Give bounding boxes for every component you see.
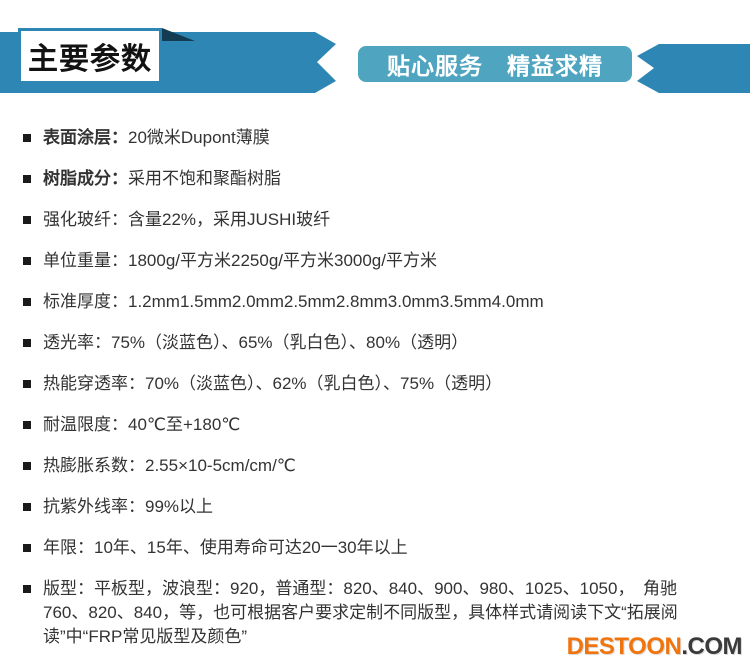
- spec-label: 标准厚度：: [43, 292, 128, 311]
- spec-label: 透光率：: [43, 333, 111, 352]
- bullet-square-icon: [23, 421, 31, 429]
- spec-item-resin: 树脂成分：采用不饱和聚酯树脂: [23, 167, 712, 191]
- bullet-square-icon: [23, 503, 31, 511]
- spec-value: 含量22%，采用JUSHI玻纤: [128, 210, 331, 229]
- bullet-square-icon: [23, 298, 31, 306]
- spec-value: 采用不饱和聚酯树脂: [128, 169, 281, 188]
- bullet-square-icon: [23, 175, 31, 183]
- spec-text: 透光率：75%（淡蓝色）、65%（乳白色）、80%（透明）: [43, 331, 468, 355]
- spec-text: 树脂成分：采用不饱和聚酯树脂: [43, 167, 281, 191]
- bullet-square-icon: [23, 216, 31, 224]
- bullet-square-icon: [23, 544, 31, 552]
- bullet-square-icon: [23, 462, 31, 470]
- spec-label: 版型：: [43, 579, 94, 598]
- spec-label: 热膨胀系数：: [43, 456, 145, 475]
- spec-text: 耐温限度：40℃至+180℃: [43, 413, 240, 437]
- spec-label: 树脂成分：: [43, 169, 128, 188]
- spec-value: 75%（淡蓝色）、65%（乳白色）、80%（透明）: [111, 333, 469, 352]
- spec-list: 表面涂层：20微米Dupont薄膜 树脂成分：采用不饱和聚酯树脂 强化玻纤：含量…: [0, 100, 750, 649]
- header-banner: 主要参数 贴心服务 精益求精: [0, 0, 750, 100]
- spec-label: 热能穿透率：: [43, 374, 145, 393]
- spec-item-heat-transmittance: 热能穿透率：70%（淡蓝色）、62%（乳白色）、75%（透明）: [23, 372, 712, 396]
- spec-value: 70%（淡蓝色）、62%（乳白色）、75%（透明）: [145, 374, 503, 393]
- bullet-square-icon: [23, 134, 31, 142]
- spec-item-panel-types: 版型：平板型，波浪型：920，普通型：820、840、900、980、1025、…: [23, 577, 712, 649]
- spec-value: 99%以上: [145, 497, 214, 516]
- brand-suffix: .COM: [681, 633, 742, 660]
- right-ribbon: [637, 44, 750, 93]
- spec-label: 年限：: [43, 538, 94, 557]
- spec-text: 版型：平板型，波浪型：920，普通型：820、840、900、980、1025、…: [43, 577, 712, 649]
- spec-item-thermal-expansion: 热膨胀系数：2.55×10-5cm/cm/℃: [23, 454, 712, 478]
- spec-value: 2.55×10-5cm/cm/℃: [145, 456, 296, 475]
- spec-value: 1.2mm1.5mm2.0mm2.5mm2.8mm3.0mm3.5mm4.0mm: [128, 292, 544, 311]
- spec-label: 表面涂层：: [43, 128, 128, 147]
- spec-label: 单位重量：: [43, 251, 128, 270]
- spec-item-fiberglass: 强化玻纤：含量22%，采用JUSHI玻纤: [23, 208, 712, 232]
- spec-value: 平板型，波浪型：920，普通型：820、840、900、980、1025、105…: [43, 579, 678, 646]
- slogan-text: 贴心服务 精益求精: [387, 53, 603, 79]
- spec-item-lifespan: 年限：10年、15年、使用寿命可达20一30年以上: [23, 536, 712, 560]
- spec-item-uv-resistance: 抗紫外线率：99%以上: [23, 495, 712, 519]
- spec-item-unit-weight: 单位重量：1800g/平方米2250g/平方米3000g/平方米: [23, 249, 712, 273]
- bullet-square-icon: [23, 585, 31, 593]
- spec-text: 年限：10年、15年、使用寿命可达20一30年以上: [43, 536, 408, 560]
- spec-item-surface-coating: 表面涂层：20微米Dupont薄膜: [23, 126, 712, 150]
- title-box: 主要参数: [18, 28, 162, 84]
- brand-name: DESTOON: [566, 633, 682, 660]
- slogan-badge: 贴心服务 精益求精: [358, 46, 632, 82]
- spec-value: 1800g/平方米2250g/平方米3000g/平方米: [128, 251, 437, 270]
- spec-text: 单位重量：1800g/平方米2250g/平方米3000g/平方米: [43, 249, 437, 273]
- spec-text: 强化玻纤：含量22%，采用JUSHI玻纤: [43, 208, 330, 232]
- page-title: 主要参数: [28, 43, 152, 76]
- spec-item-thickness: 标准厚度：1.2mm1.5mm2.0mm2.5mm2.8mm3.0mm3.5mm…: [23, 290, 712, 314]
- spec-value: 40℃至+180℃: [128, 415, 241, 434]
- bullet-square-icon: [23, 339, 31, 347]
- spec-item-temperature-limit: 耐温限度：40℃至+180℃: [23, 413, 712, 437]
- spec-text: 表面涂层：20微米Dupont薄膜: [43, 126, 270, 150]
- bullet-square-icon: [23, 380, 31, 388]
- watermark-logo: DESTOON.COM: [566, 633, 743, 661]
- spec-value: 10年、15年、使用寿命可达20一30年以上: [94, 538, 408, 557]
- bullet-square-icon: [23, 257, 31, 265]
- spec-item-light-transmittance: 透光率：75%（淡蓝色）、65%（乳白色）、80%（透明）: [23, 331, 712, 355]
- spec-value: 20微米Dupont薄膜: [128, 128, 270, 147]
- spec-text: 抗紫外线率：99%以上: [43, 495, 213, 519]
- spec-label: 抗紫外线率：: [43, 497, 145, 516]
- spec-text: 热能穿透率：70%（淡蓝色）、62%（乳白色）、75%（透明）: [43, 372, 502, 396]
- spec-text: 标准厚度：1.2mm1.5mm2.0mm2.5mm2.8mm3.0mm3.5mm…: [43, 290, 544, 314]
- spec-label: 强化玻纤：: [43, 210, 128, 229]
- spec-label: 耐温限度：: [43, 415, 128, 434]
- spec-text: 热膨胀系数：2.55×10-5cm/cm/℃: [43, 454, 296, 478]
